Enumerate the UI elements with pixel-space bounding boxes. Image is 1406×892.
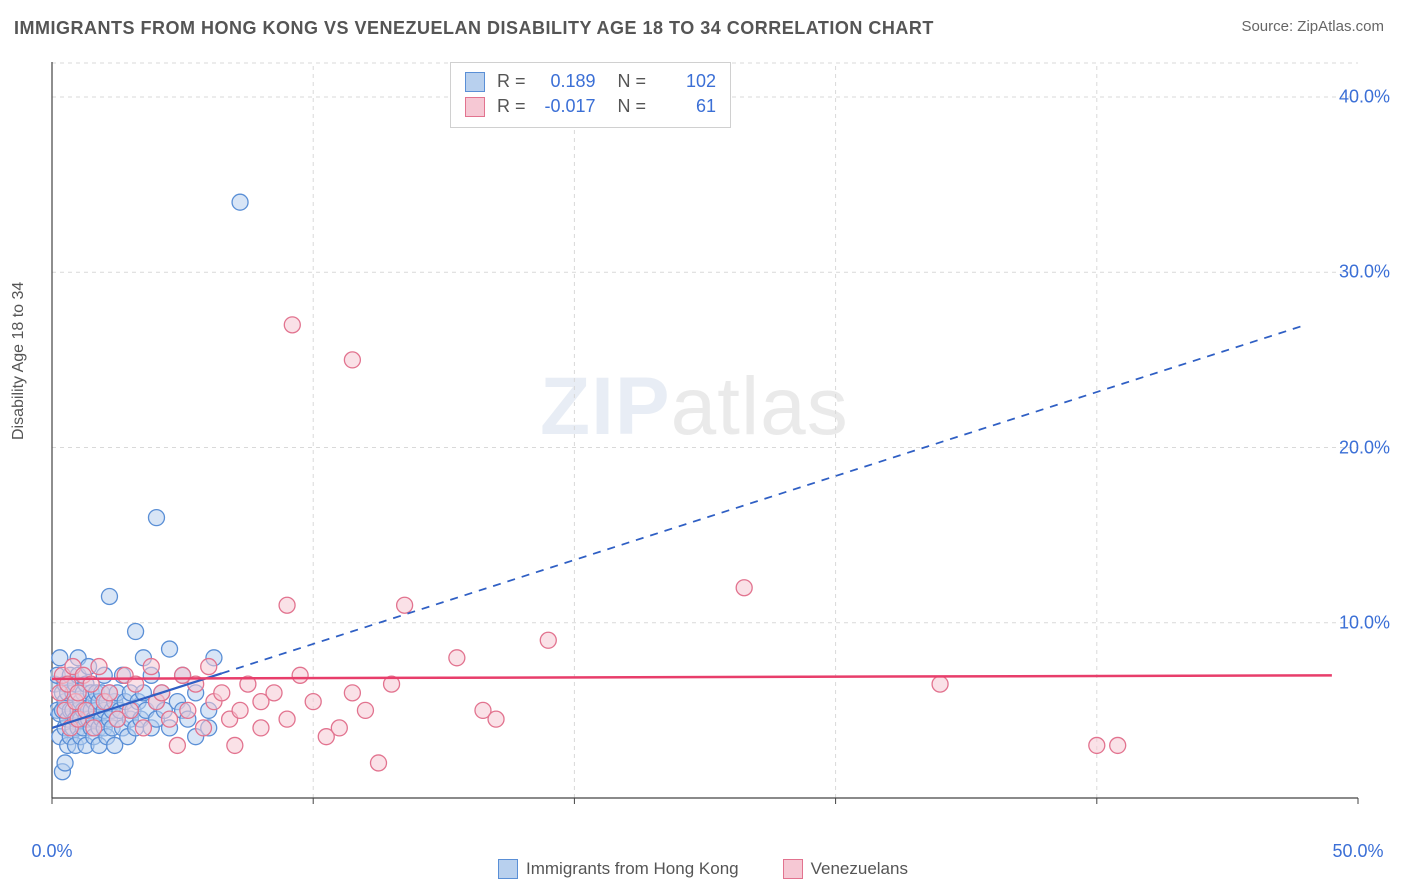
stats-r-label: R = — [497, 96, 526, 117]
y-tick-label: 40.0% — [1339, 87, 1390, 108]
legend-item: Venezuelans — [783, 859, 908, 879]
stats-r-value: -0.017 — [538, 96, 596, 117]
stats-swatch — [465, 72, 485, 92]
stats-n-value: 102 — [658, 71, 716, 92]
stats-legend-box: R = 0.189 N = 102 R = -0.017 N = 61 — [450, 62, 731, 128]
legend-swatch — [498, 859, 518, 879]
y-axis-label: Disability Age 18 to 34 — [10, 282, 28, 440]
y-tick-label: 20.0% — [1339, 437, 1390, 458]
stats-n-label: N = — [618, 71, 647, 92]
stats-r-value: 0.189 — [538, 71, 596, 92]
page-title: IMMIGRANTS FROM HONG KONG VS VENEZUELAN … — [14, 18, 934, 39]
legend-swatch — [783, 859, 803, 879]
stats-row: R = 0.189 N = 102 — [465, 69, 716, 94]
legend-label: Venezuelans — [811, 859, 908, 879]
scatter-plot — [50, 60, 1360, 820]
stats-n-value: 61 — [658, 96, 716, 117]
source-attribution: Source: ZipAtlas.com — [1241, 18, 1384, 35]
legend-label: Immigrants from Hong Kong — [526, 859, 739, 879]
stats-n-label: N = — [618, 96, 647, 117]
stats-row: R = -0.017 N = 61 — [465, 94, 716, 119]
legend-item: Immigrants from Hong Kong — [498, 859, 739, 879]
y-tick-label: 30.0% — [1339, 262, 1390, 283]
y-tick-label: 10.0% — [1339, 612, 1390, 633]
stats-r-label: R = — [497, 71, 526, 92]
x-axis-legend: Immigrants from Hong Kong Venezuelans — [0, 859, 1406, 884]
stats-swatch — [465, 97, 485, 117]
